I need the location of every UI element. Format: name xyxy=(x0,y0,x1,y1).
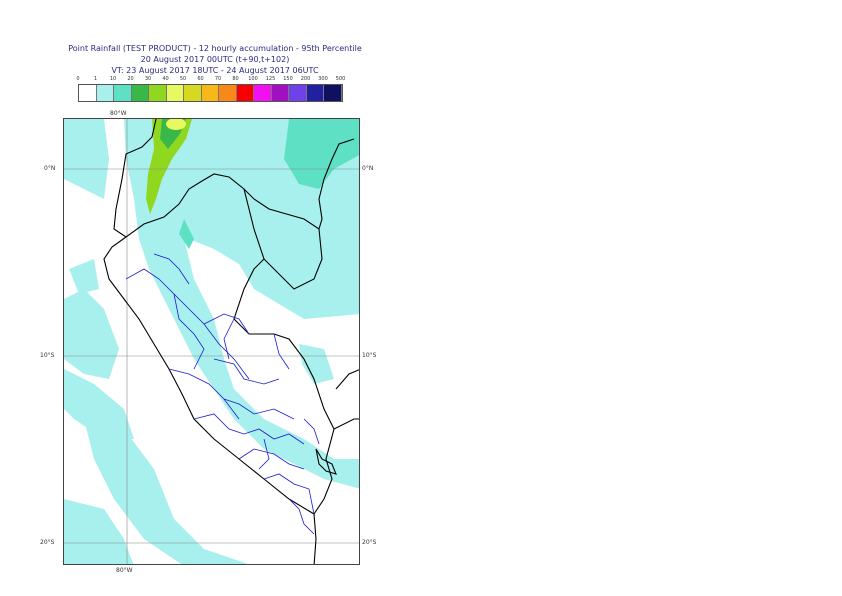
lon-label-top: 80°W xyxy=(110,110,127,117)
legend-tick-label: 300 xyxy=(318,76,328,82)
legend-swatch xyxy=(236,85,254,101)
legend-tick-label: 150 xyxy=(283,76,293,82)
legend-tick-label: 70 xyxy=(214,76,222,82)
legend-swatch xyxy=(201,85,219,101)
legend-swatch xyxy=(184,85,202,101)
legend-tick-label: 500 xyxy=(335,76,346,82)
legend-tick-label: 125 xyxy=(265,76,276,82)
run-time: 20 August 2017 00UTC (t+90,t+102) xyxy=(140,55,290,64)
legend-tick-label: 0 xyxy=(76,76,80,82)
legend-swatch xyxy=(254,85,272,101)
legend-tick-label: 40 xyxy=(162,76,169,82)
lat-label-right-20: 20°S xyxy=(362,539,377,546)
lon-label-bottom: 80°W xyxy=(116,567,133,574)
rainfall-moderate-areas xyxy=(179,119,359,249)
legend-tick-label: 60 xyxy=(197,76,204,82)
legend-tick-label: 200 xyxy=(300,76,311,82)
valid-time: VT: 23 August 2017 18UTC - 24 August 201… xyxy=(111,66,319,75)
rainfall-map xyxy=(63,118,360,565)
legend-tick-label: 80 xyxy=(232,76,239,82)
rainfall-heavy-band xyxy=(146,119,192,214)
legend-tick-label: 100 xyxy=(248,76,258,82)
legend-tick-label: 1 xyxy=(93,76,98,82)
legend-swatch xyxy=(114,85,132,101)
graticule xyxy=(64,119,359,564)
legend-swatch xyxy=(96,85,114,101)
legend-tick-label: 20 xyxy=(127,76,134,82)
lat-label-right-0: 0°N xyxy=(362,165,374,172)
legend-swatch xyxy=(79,85,97,101)
legend-tick-label: 10 xyxy=(109,76,117,82)
lat-label-left-20: 20°S xyxy=(40,539,55,546)
legend-swatch xyxy=(131,85,149,101)
legend-color-bar xyxy=(78,84,343,102)
legend-swatch xyxy=(271,85,289,101)
legend-labels: 0 1 10 20 30 40 50 60 70 80 100 125 150 200 300 500 xyxy=(76,76,348,84)
legend-swatch xyxy=(219,85,237,101)
lat-label-left-10: 10°S xyxy=(40,352,55,359)
legend-swatch xyxy=(324,85,342,101)
map-svg xyxy=(64,119,359,564)
region-borders xyxy=(125,253,320,535)
lat-label-right-10: 10°S xyxy=(362,352,377,359)
lat-label-left-0: 0°N xyxy=(44,165,56,172)
legend-swatch xyxy=(306,85,324,101)
legend-swatch xyxy=(289,85,307,101)
legend-swatch xyxy=(166,85,184,101)
legend-tick-label: 30 xyxy=(144,76,152,82)
legend-tick-label: 50 xyxy=(179,76,187,82)
legend-swatch xyxy=(149,85,167,101)
chart-title: Point Rainfall (TEST PRODUCT) - 12 hourl… xyxy=(68,44,362,53)
